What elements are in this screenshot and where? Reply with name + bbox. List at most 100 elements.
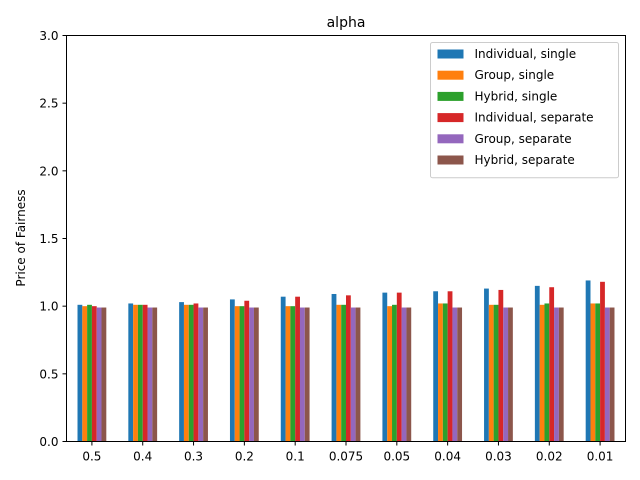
bar-4-10	[549, 287, 555, 442]
chart-title: alpha	[327, 15, 366, 31]
x-tick-label: 0.3	[184, 450, 203, 464]
bar-1-3	[179, 302, 184, 442]
x-tick-label: 0.4	[133, 450, 152, 464]
legend-label: Group, separate	[475, 132, 572, 146]
bar-3-4	[239, 306, 245, 442]
bar-3-2	[137, 304, 143, 442]
bar-4-9	[498, 289, 504, 442]
bar-1-7	[382, 292, 388, 442]
bar-5-2	[147, 307, 153, 442]
bar-1-8	[433, 291, 439, 442]
x-tick-label: 0.03	[485, 450, 512, 464]
bar-1-5	[280, 296, 286, 442]
bar-3-7	[392, 304, 397, 442]
bar-6-6	[355, 307, 361, 442]
bar-6-8	[457, 307, 463, 442]
bar-4-7	[396, 292, 402, 442]
bar-2-5	[285, 306, 291, 442]
bar-2-10	[539, 304, 545, 442]
bar-4-11	[600, 281, 605, 442]
bar-1-1	[77, 304, 83, 442]
x-tick-label: 0.02	[536, 450, 563, 464]
legend-swatch	[437, 155, 464, 165]
bar-6-5	[304, 307, 310, 442]
bar-4-3	[193, 303, 199, 442]
legend-swatch	[437, 134, 464, 144]
bar-1-4	[229, 299, 235, 442]
legend-label: Group, single	[475, 68, 555, 82]
bar-2-7	[387, 306, 393, 442]
legend-label: Hybrid, single	[475, 89, 558, 103]
x-tick-label: 0.5	[82, 450, 101, 464]
y-tick-label: 1.0	[39, 300, 58, 314]
ticks-layer: 0.5 0.4 0.3 0.2 0.1 0.075 0.05 0.04 0.03 0.02 0.01…	[39, 29, 613, 464]
bar-3-11	[595, 303, 601, 442]
y-tick-label: 1.5	[39, 232, 58, 246]
bar-5-7	[401, 307, 407, 442]
bar-3-9	[493, 304, 499, 442]
y-tick-label: 2.0	[39, 164, 58, 178]
bar-5-8	[452, 307, 458, 442]
bar-5-10	[554, 307, 559, 442]
bar-1-6	[331, 293, 337, 442]
bar-4-8	[447, 291, 453, 442]
y-tick-label: 0.5	[39, 367, 58, 381]
bar-6-2	[152, 307, 158, 442]
bar-2-3	[183, 304, 189, 442]
bar-2-8	[438, 303, 443, 442]
bar-5-3	[198, 307, 204, 442]
bar-2-11	[590, 303, 596, 442]
bar-3-3	[188, 304, 194, 442]
bar-5-11	[604, 307, 610, 442]
x-tick-label: 0.1	[286, 450, 305, 464]
bar-2-9	[488, 304, 494, 442]
bar-1-2	[128, 303, 134, 442]
bar-4-4	[244, 300, 250, 442]
plot-frame	[66, 35, 626, 442]
bar-1-11	[585, 280, 591, 442]
bar-6-11	[609, 307, 615, 442]
bar-5-1	[96, 307, 102, 442]
bar-2-2	[133, 304, 138, 442]
legend-label: Individual, separate	[475, 111, 594, 125]
bar-6-9	[508, 307, 513, 442]
bar-4-1	[91, 306, 97, 442]
x-tick-label: 0.04	[434, 450, 461, 464]
bar-2-6	[336, 304, 342, 442]
bars-layer	[77, 280, 615, 442]
bar-5-5	[299, 307, 305, 442]
legend-swatch	[437, 91, 464, 101]
bar-3-1	[87, 304, 92, 442]
legend-label: Individual, single	[475, 47, 577, 61]
bar-3-6	[341, 304, 346, 442]
y-tick-label: 3.0	[39, 29, 58, 43]
bar-3-5	[290, 306, 296, 442]
bar-5-9	[503, 307, 509, 442]
legend-swatch	[437, 70, 464, 80]
bar-1-10	[534, 285, 540, 442]
legend-box	[430, 42, 619, 179]
y-axis-title: Price of Fairness	[14, 189, 28, 286]
legend-swatch	[437, 113, 464, 123]
x-tick-label: 0.05	[383, 450, 410, 464]
bar-4-6	[346, 295, 351, 442]
bar-3-8	[442, 303, 448, 442]
bar-2-4	[234, 306, 240, 442]
bar-1-9	[484, 288, 489, 442]
bar-6-7	[406, 307, 412, 442]
bar-5-6	[350, 307, 356, 442]
bar-2-1	[82, 306, 88, 442]
bar-6-4	[253, 307, 259, 442]
bar-6-1	[101, 307, 107, 442]
legend: Individual, single Group, single Hybrid, s…	[430, 42, 619, 179]
bar-6-10	[558, 307, 564, 442]
bar-5-4	[249, 307, 254, 442]
bar-3-10	[544, 303, 550, 442]
legend-swatch	[437, 49, 464, 59]
y-tick-label: 0.0	[39, 435, 58, 449]
bar-4-5	[295, 296, 300, 442]
x-tick-label: 0.2	[235, 450, 254, 464]
legend-label: Hybrid, separate	[475, 153, 575, 167]
bar-4-2	[142, 304, 148, 442]
